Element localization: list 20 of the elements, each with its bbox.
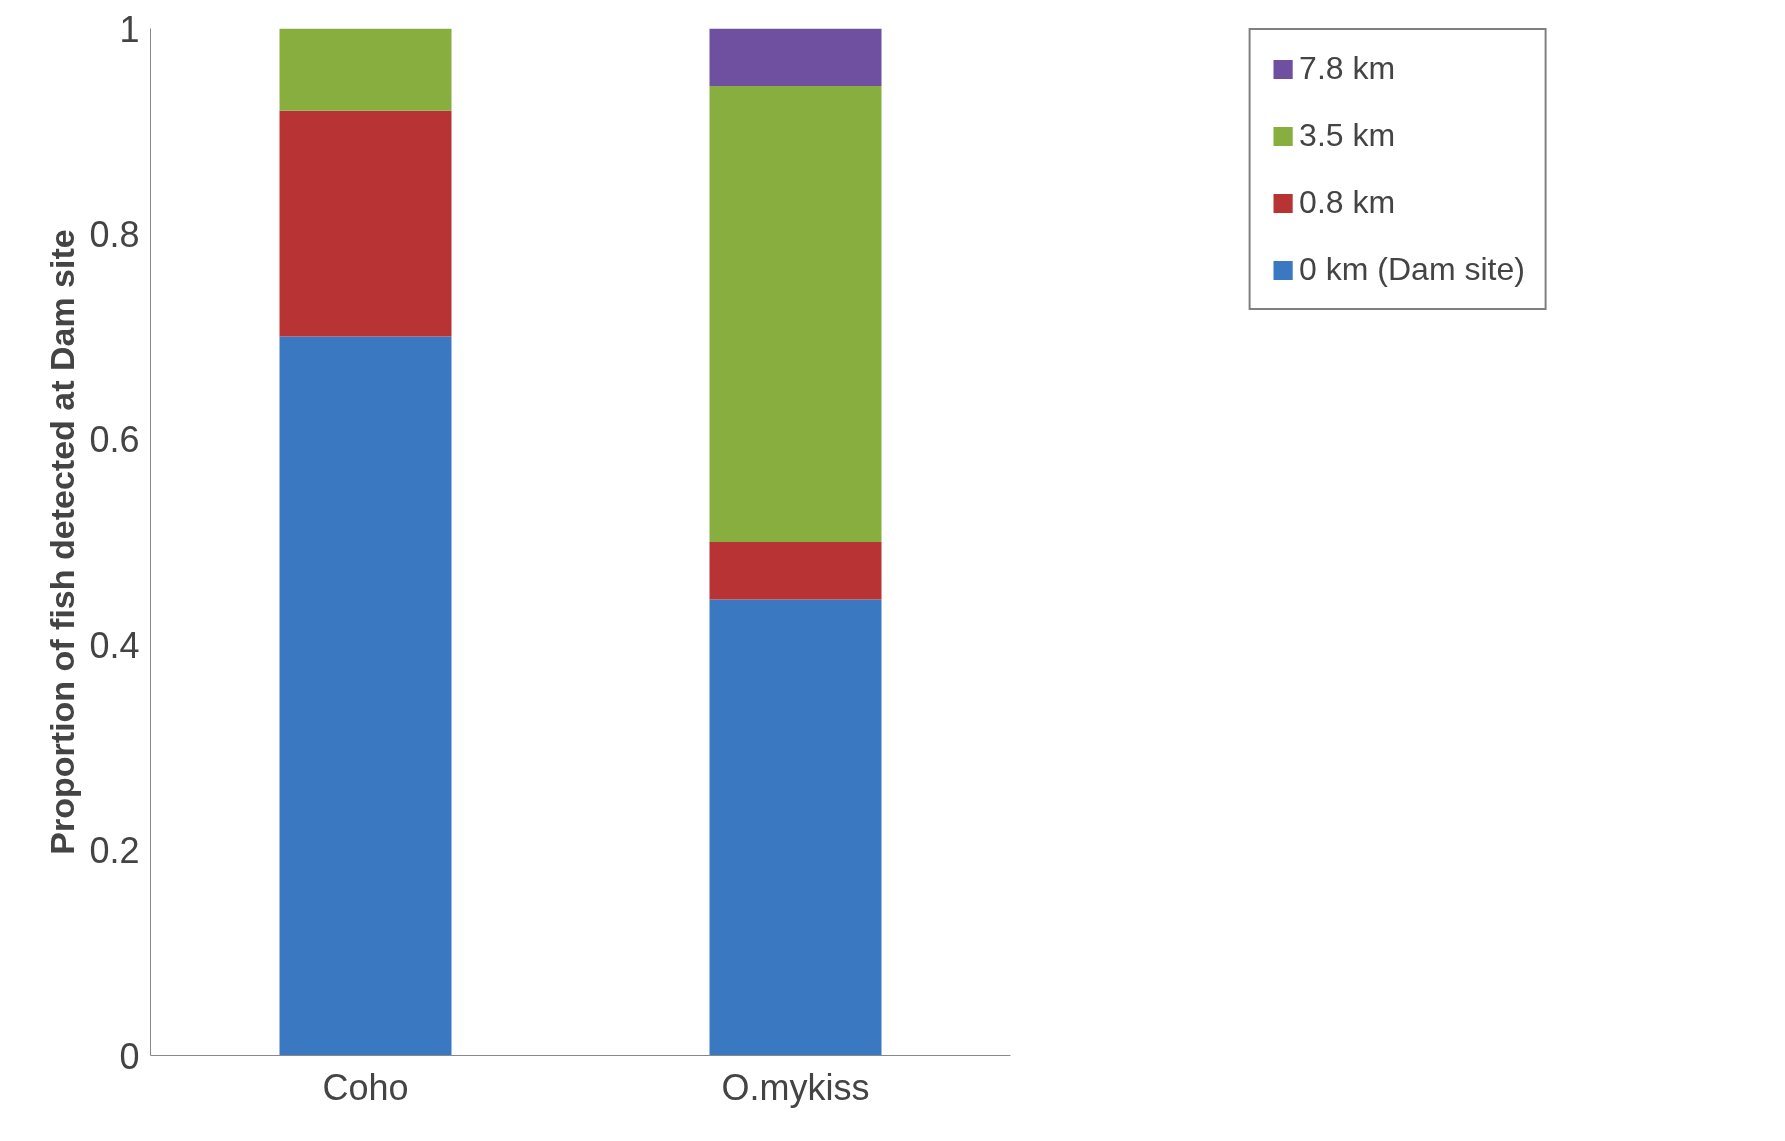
y-tick-label: 0.2: [89, 830, 140, 872]
bar: [279, 336, 452, 1056]
y-tick-label: 0.6: [89, 419, 140, 461]
x-tick-label: Coho: [322, 1066, 409, 1108]
y-tick-label: 0.4: [89, 624, 140, 666]
y-tick-label: 1: [119, 8, 140, 50]
bar: [709, 599, 882, 1056]
x-tick-label: O.mykiss: [721, 1066, 870, 1108]
y-tick-label: 0: [119, 1035, 140, 1077]
legend-label: 0.8 km: [1299, 184, 1396, 221]
bar: [709, 28, 882, 87]
bar: [709, 542, 882, 600]
bar: [709, 86, 882, 542]
legend-label: 7.8 km: [1299, 50, 1396, 87]
legend-label: 3.5 km: [1299, 117, 1396, 154]
y-axis-title: Proportion of fish detected at Dam site: [43, 229, 82, 855]
bar: [279, 110, 452, 337]
bar: [279, 28, 452, 111]
y-tick-label: 0.8: [89, 213, 140, 255]
legend-label: 0 km (Dam site): [1299, 251, 1525, 288]
